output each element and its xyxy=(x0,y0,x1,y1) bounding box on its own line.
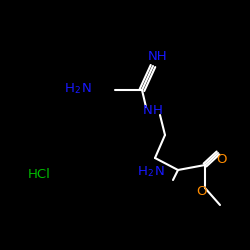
Text: H: H xyxy=(65,82,75,95)
Text: N: N xyxy=(82,82,92,95)
Text: N: N xyxy=(143,104,153,117)
Text: O: O xyxy=(196,185,206,198)
Text: O: O xyxy=(216,153,226,166)
Text: H: H xyxy=(138,165,148,178)
Text: 2: 2 xyxy=(147,169,152,178)
Text: N: N xyxy=(155,165,165,178)
Text: H: H xyxy=(153,104,163,117)
Text: NH: NH xyxy=(148,50,168,63)
Text: 2: 2 xyxy=(74,86,80,95)
Text: HCl: HCl xyxy=(28,168,51,181)
